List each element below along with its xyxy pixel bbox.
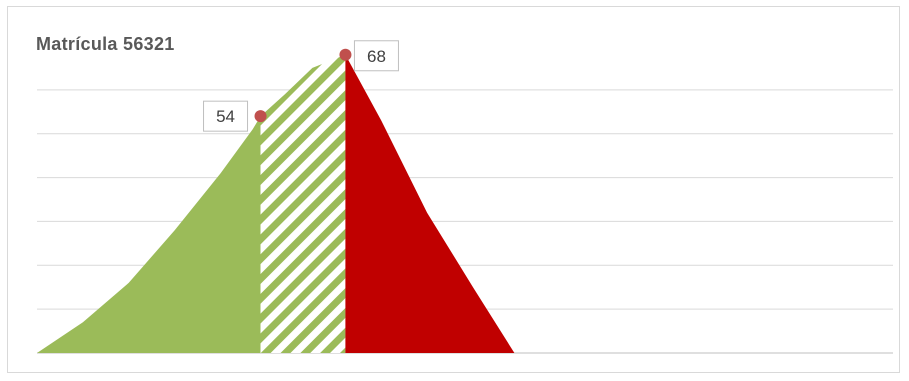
data-point-marker-68 xyxy=(339,48,352,61)
data-label-box-68 xyxy=(353,40,399,72)
area-segment-2 xyxy=(260,54,346,354)
chart-title: Matrícula 56321 xyxy=(36,34,175,54)
area-segment-3 xyxy=(345,54,515,354)
data-label-box-54 xyxy=(203,100,249,132)
data-label-68: 68 xyxy=(367,47,386,66)
data-label-54: 54 xyxy=(216,107,235,126)
data-point-marker-54 xyxy=(254,110,267,123)
area-segment-1 xyxy=(37,116,261,353)
